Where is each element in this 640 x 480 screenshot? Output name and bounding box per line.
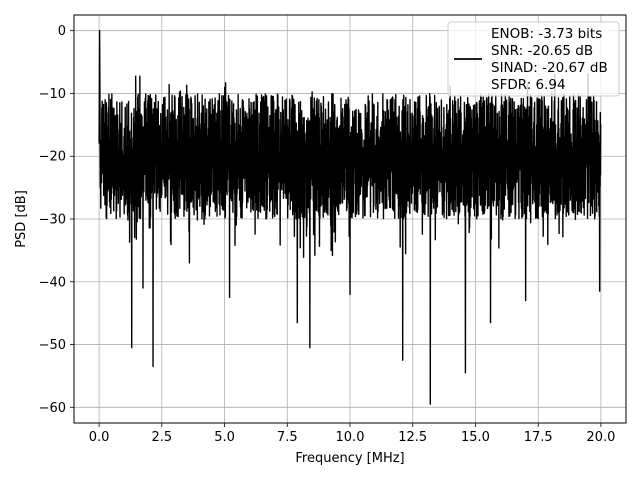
- x-tick-label: 12.5: [398, 430, 427, 445]
- x-tick-label: 5.0: [214, 430, 235, 445]
- legend-line-sinad: SINAD: -20.67 dB: [491, 60, 608, 76]
- legend-line-snr: SNR: -20.65 dB: [491, 43, 593, 59]
- y-tick-label: −30: [39, 213, 66, 228]
- legend: ENOB: -3.73 bits SNR: -20.65 dB SINAD: -…: [447, 21, 620, 97]
- y-axis-ticks: 0 −10 −20 −30 −40 −50 −60: [39, 24, 74, 416]
- x-tick-label: 0.0: [89, 430, 110, 445]
- legend-line-sfdr: SFDR: 6.94: [491, 77, 566, 93]
- y-tick-label: −50: [39, 338, 66, 353]
- x-axis-label: Frequency [MHz]: [295, 451, 404, 466]
- y-tick-label: −20: [39, 150, 66, 165]
- y-tick-label: 0: [58, 24, 66, 39]
- x-axis-ticks: 0.0 2.5 5.0 7.5 10.0 12.5 15.0 17.5 20.0: [89, 423, 615, 445]
- x-tick-label: 10.0: [336, 430, 365, 445]
- y-tick-label: −60: [39, 401, 66, 416]
- psd-trace: [98, 29, 602, 405]
- y-axis-label: PSD [dB]: [14, 190, 29, 248]
- x-tick-label: 20.0: [586, 430, 615, 445]
- legend-line-enob: ENOB: -3.73 bits: [491, 26, 602, 42]
- x-tick-label: 17.5: [524, 430, 553, 445]
- y-tick-label: −10: [39, 87, 66, 102]
- x-tick-label: 15.0: [461, 430, 490, 445]
- legend-box: [447, 21, 620, 97]
- y-tick-label: −40: [39, 275, 66, 290]
- x-tick-label: 7.5: [277, 430, 298, 445]
- x-tick-label: 2.5: [151, 430, 172, 445]
